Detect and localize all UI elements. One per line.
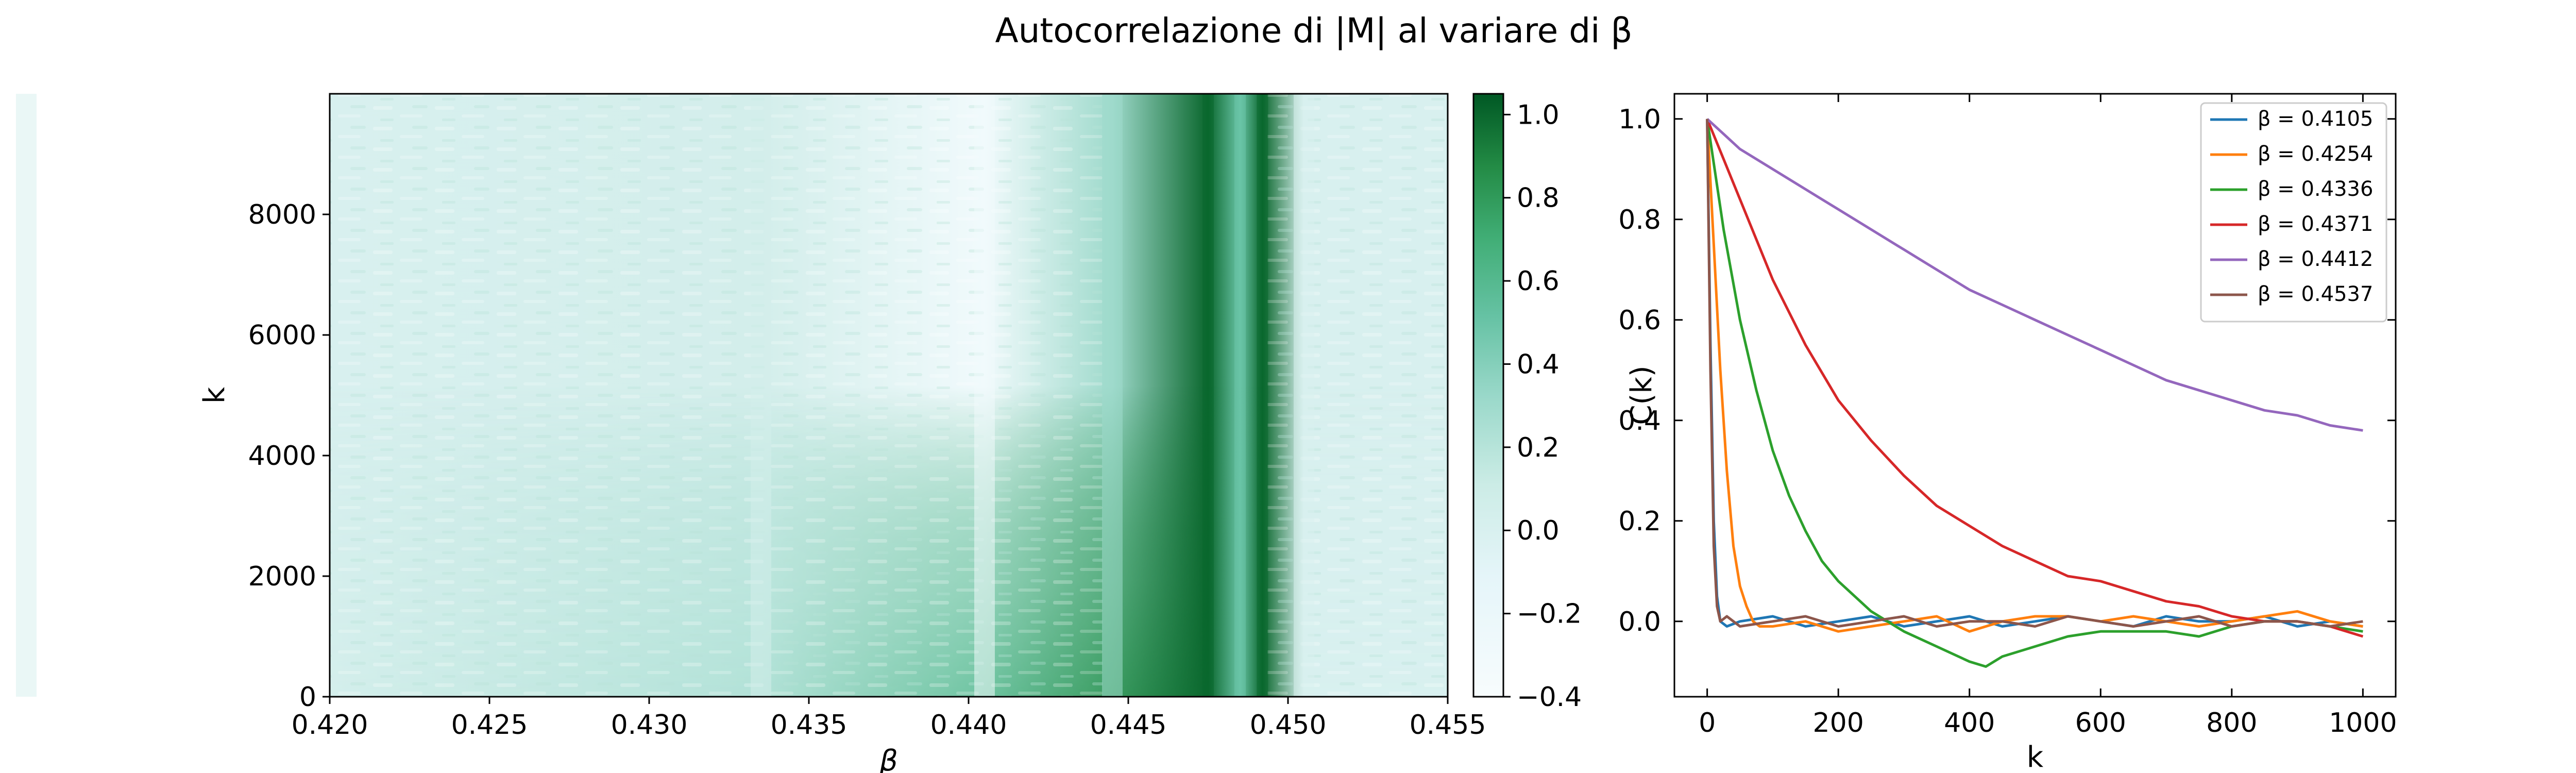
line-series-3 xyxy=(1706,118,2364,638)
heatmap-x-tick-label: 0.430 xyxy=(611,710,688,741)
legend-entry: β = 0.4371 xyxy=(2258,212,2373,236)
colorbar-tick-label: 0.4 xyxy=(1517,349,1560,380)
heatmap-x-tick-label: 0.455 xyxy=(1410,710,1486,741)
line-x-label: k xyxy=(2027,741,2044,773)
line-x-tick-label: 400 xyxy=(1944,708,1995,738)
colorbar-tick-label: 0.0 xyxy=(1517,515,1560,546)
line-series-2 xyxy=(1706,119,2363,668)
heatmap-x-tick-label: 0.440 xyxy=(930,710,1007,741)
line-y-tick-label: 1.0 xyxy=(1618,104,1661,135)
line-x-tick-label: 200 xyxy=(1813,708,1864,738)
heatmap-y-tick-label: 8000 xyxy=(248,199,316,230)
heatmap-x-label: β xyxy=(879,744,898,773)
heatmap-y-tick-label: 4000 xyxy=(248,441,316,472)
heatmap-x-tick-label: 0.435 xyxy=(771,710,848,741)
heatmap-band xyxy=(974,94,995,697)
colorbar-gradient xyxy=(1472,93,1504,698)
colorbar-tick-label: 1.0 xyxy=(1517,99,1560,130)
colorbar-tick-label: −0.4 xyxy=(1517,682,1582,713)
colorbar-tick-label: 0.2 xyxy=(1517,432,1560,463)
line-series-1 xyxy=(1706,119,2363,633)
heatmap-y-label: k xyxy=(198,386,231,404)
legend-box xyxy=(2200,102,2387,323)
heatmap-band xyxy=(1102,94,1123,697)
heatmap-x-tick-label: 0.450 xyxy=(1250,710,1327,741)
figure-title: Autocorrelazione di |M| al variare di β xyxy=(995,11,1632,51)
heatmap-y-tick-label: 6000 xyxy=(248,320,316,351)
legend: β = 0.4105 β = 0.4254 β = 0.4336 β = 0.4371… xyxy=(2200,102,2387,323)
legend-entry: β = 0.4105 xyxy=(2258,107,2373,131)
line-y-tick-label: 0.0 xyxy=(1618,607,1661,637)
heatmap-band xyxy=(1202,94,1214,697)
line-y-tick-label: 0.4 xyxy=(1618,406,1661,436)
line-x-tick-label: 0 xyxy=(1699,708,1716,738)
colorbar-tick-label: 0.6 xyxy=(1517,266,1560,297)
heatmap-frame xyxy=(329,93,1449,698)
colorbar-tick-label: 0.8 xyxy=(1517,183,1560,214)
colorbar: −0.4 −0.2 0.0 0.2 0.4 0.6 0.8 1.0 xyxy=(1472,93,1582,713)
heatmap-panel: 0.420 0.425 0.430 0.435 0.440 0.445 0.450 0.455… xyxy=(16,93,1486,773)
line-y-tick-label: 0.8 xyxy=(1618,205,1661,236)
legend-entry: β = 0.4412 xyxy=(2258,247,2373,271)
heatmap-band xyxy=(16,94,37,697)
line-x-tick-label: 600 xyxy=(2075,708,2126,738)
heatmap-noise-texture xyxy=(330,94,1103,697)
heatmap-x-tick-label: 0.425 xyxy=(451,710,528,741)
heatmap-x-tick-label: 0.445 xyxy=(1090,710,1167,741)
heatmap-y-tick-label: 0 xyxy=(299,682,316,713)
legend-entry: β = 0.4537 xyxy=(2258,282,2373,306)
line-plot-panel: 0 200 400 600 800 1000 0.0 0.2 0.4 0.6 0.8 1.0 k C… xyxy=(1618,93,2397,773)
line-y-tick-label: 0.2 xyxy=(1618,506,1661,537)
line-x-tick-label: 1000 xyxy=(2329,708,2397,738)
legend-entry: β = 0.4336 xyxy=(2258,177,2373,201)
heatmap-x-tick-label: 0.420 xyxy=(292,710,368,741)
line-y-label: C(k) xyxy=(1625,365,1658,425)
line-series-4 xyxy=(1706,117,2363,432)
heatmap-y-tick-label: 2000 xyxy=(248,561,316,592)
colorbar-tick-label: −0.2 xyxy=(1517,599,1582,630)
heatmap-band xyxy=(751,94,771,697)
heatmap-band xyxy=(1257,94,1268,697)
line-series-5 xyxy=(1706,119,2363,628)
heatmap-band xyxy=(1294,94,1314,697)
legend-entry: β = 0.4254 xyxy=(2258,142,2373,166)
line-y-tick-label: 0.6 xyxy=(1618,305,1661,336)
heatmap-band xyxy=(1234,94,1246,697)
line-x-tick-label: 800 xyxy=(2206,708,2257,738)
